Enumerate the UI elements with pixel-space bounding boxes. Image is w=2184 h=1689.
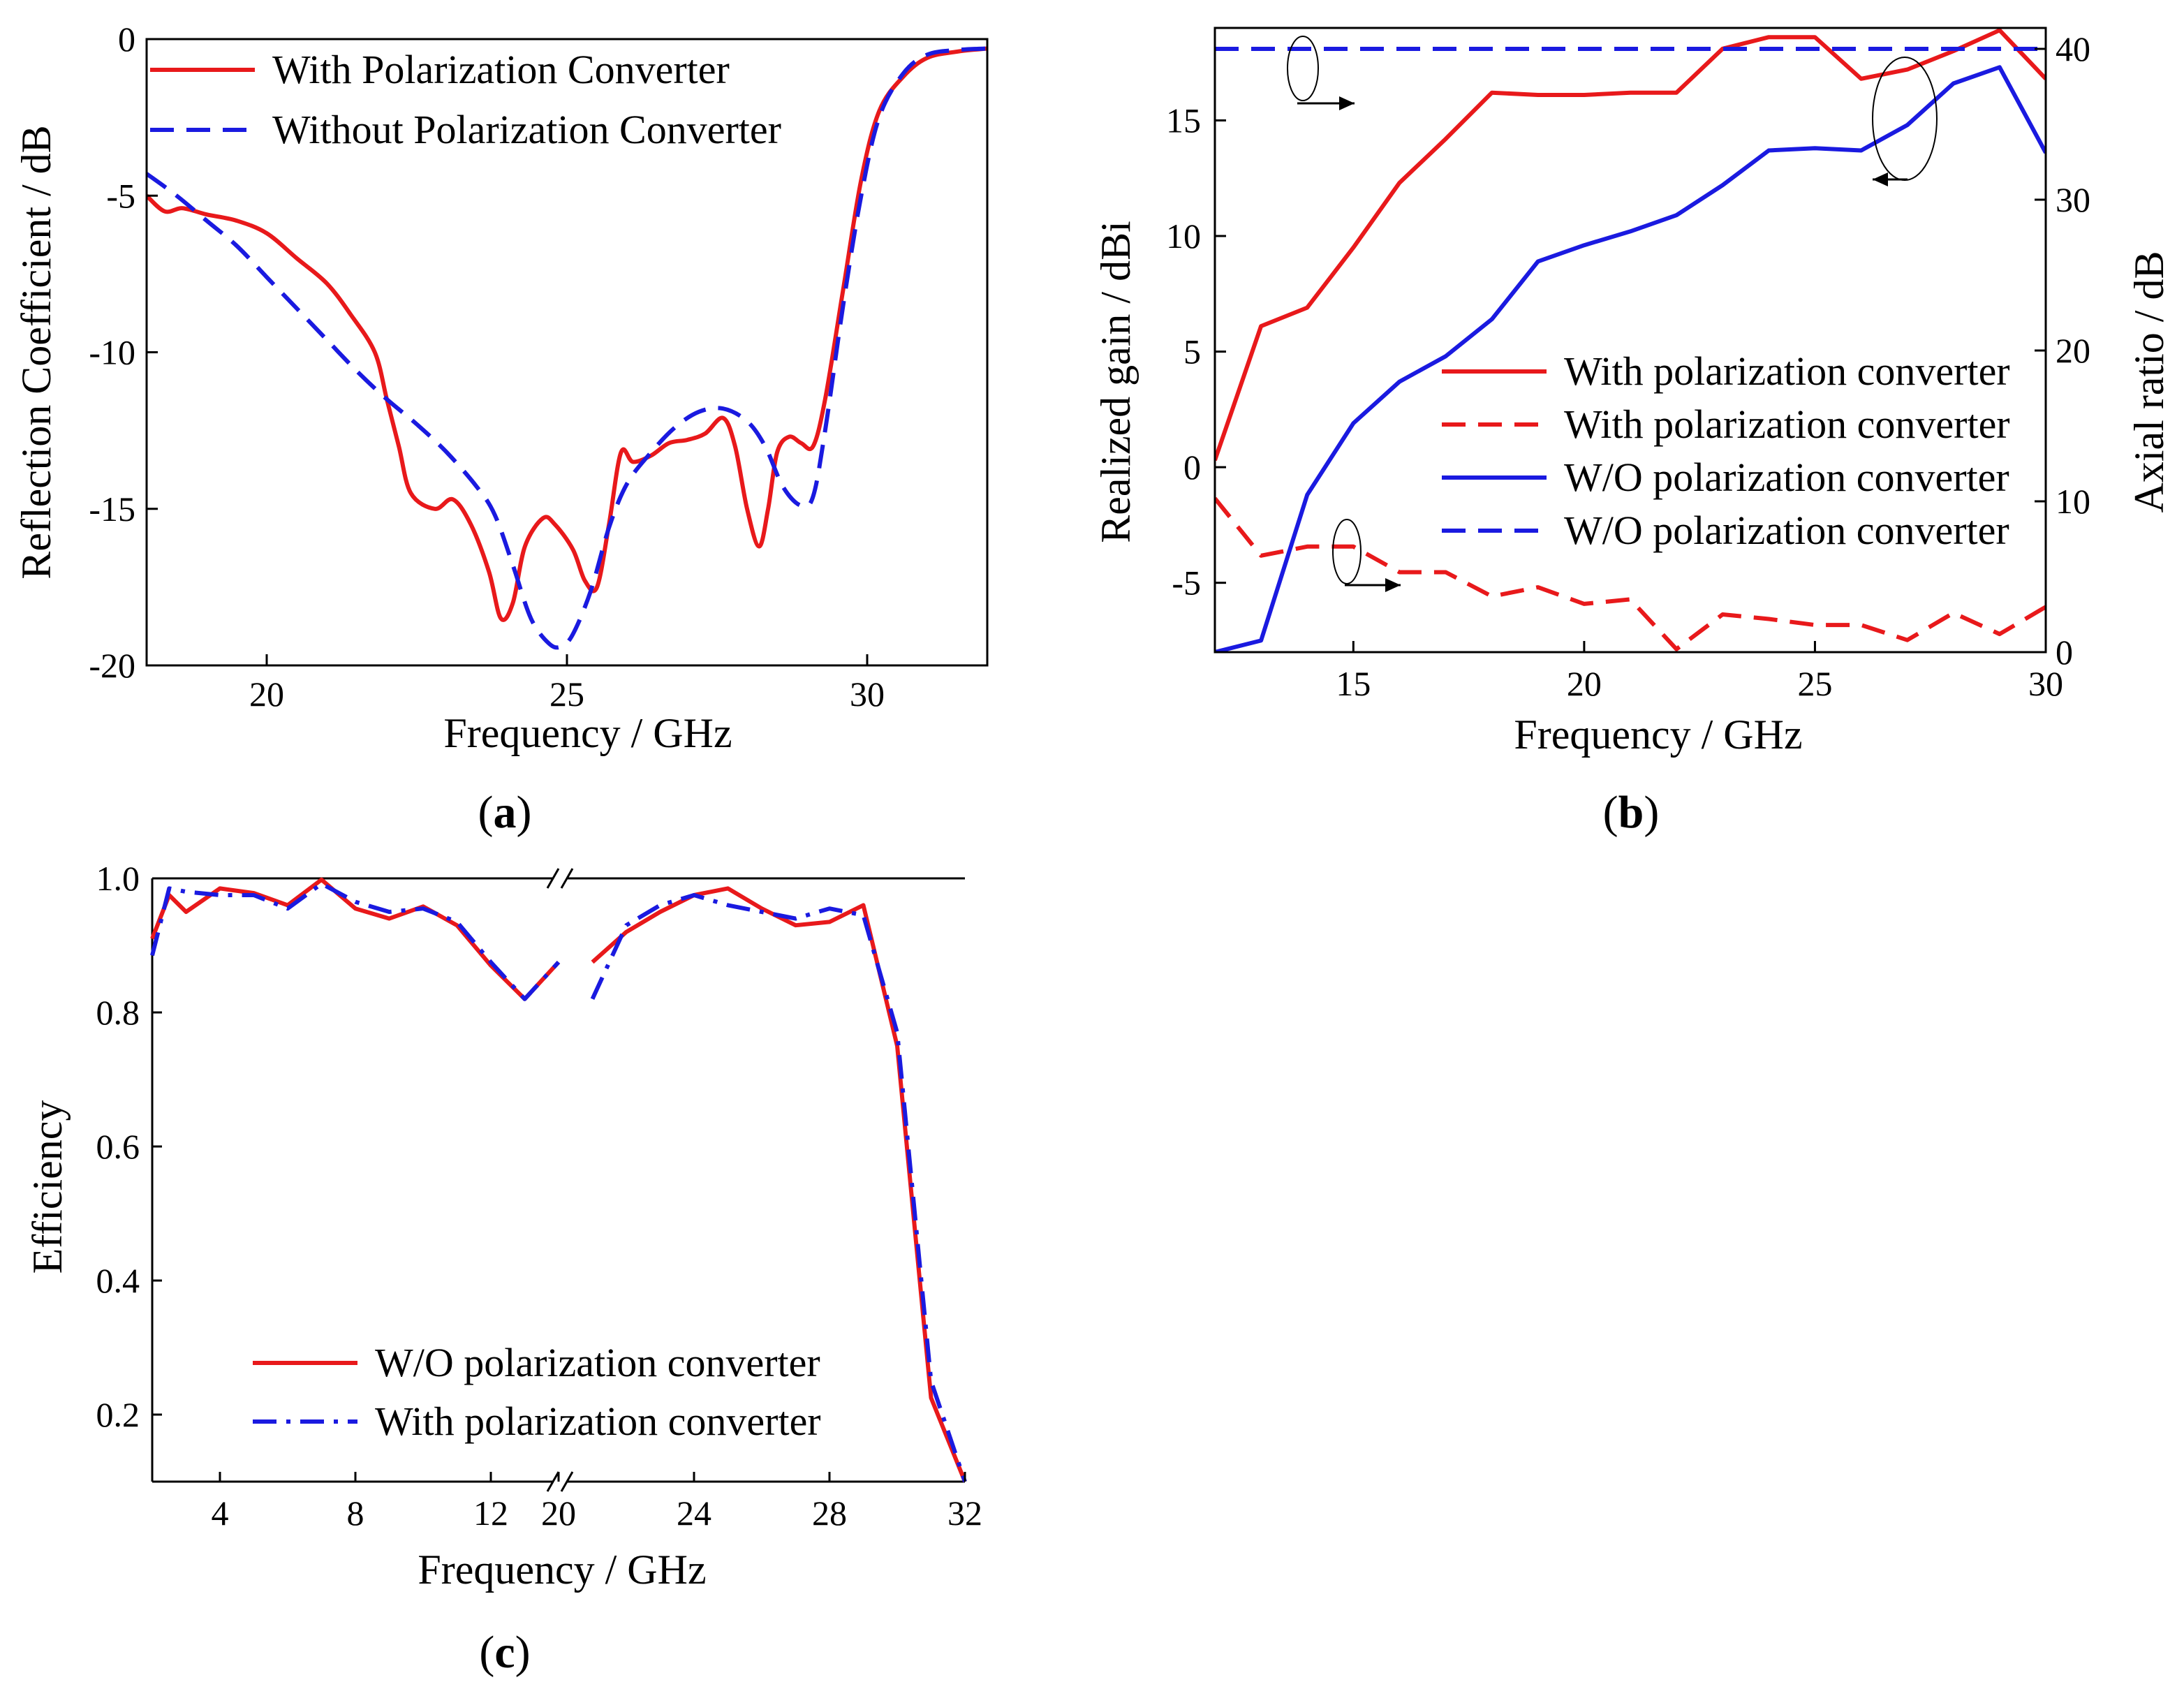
annotation-ellipse	[1332, 519, 1362, 584]
y-left-tick-label: -5	[1172, 563, 1201, 603]
annotation-arrow-head	[1873, 172, 1888, 186]
panel-label: (b)	[1603, 787, 1660, 838]
legend-item-2-label: W/O polarization converter	[1564, 455, 2009, 500]
legend-item-1-label: Without Polarization Converter	[272, 107, 781, 152]
y-tick-label: -20	[89, 646, 135, 685]
legend: With Polarization Converter Without Polar…	[150, 47, 781, 152]
legend-item-3-label: W/O polarization converter	[1564, 508, 2009, 553]
series-line-1-segment-1	[590, 893, 967, 1482]
y-tick-label: 0.6	[96, 1127, 140, 1166]
x-tick-label: 20	[541, 1493, 576, 1533]
series-line-0	[1215, 28, 2046, 462]
annotation-axis-left	[1872, 57, 1938, 186]
y-right-axis-title: Axial ratio / dB	[2126, 251, 2172, 513]
y-right-tick-label: 20	[2056, 331, 2090, 370]
panel-label: (c)	[479, 1627, 530, 1678]
x-tick-label: 20	[249, 674, 284, 714]
y-tick-label: 0.4	[96, 1261, 140, 1300]
legend-item-1-label: With polarization converter	[375, 1399, 821, 1444]
annotation-arrow-head	[1385, 578, 1401, 592]
panel-letter: b	[1618, 787, 1644, 838]
series-line-1	[147, 46, 987, 650]
x-tick-label: 12	[473, 1493, 508, 1533]
y-tick-label: 0.8	[96, 993, 140, 1032]
y-left-tick-label: 5	[1183, 332, 1201, 371]
series-line-0-segment-1	[591, 886, 967, 1483]
axis-break-mark	[546, 1471, 560, 1492]
x-tick-label: 32	[947, 1493, 982, 1533]
y-left-tick-label: 15	[1166, 101, 1201, 140]
y-right-tick-label: 0	[2056, 633, 2073, 672]
x-tick-label: 30	[850, 674, 885, 714]
y-right-tick-label: 30	[2056, 180, 2090, 219]
series-line-2	[1215, 65, 2046, 652]
x-tick-label: 15	[1336, 664, 1371, 703]
y-axis-title: Reflection Coefficient / dB	[13, 125, 59, 579]
y-left-tick-label: 10	[1166, 216, 1201, 256]
y-left-axis-title: Realized gain / dBi	[1093, 221, 1139, 543]
x-axis-title: Frequency / GHz	[418, 1547, 706, 1593]
x-tick-label: 30	[2028, 664, 2063, 703]
panel-c: 4 8 12 20 24 28 32 1.0 0.8 0.6 0.4 0.2 Frequency / G…	[24, 859, 982, 1678]
legend: With polarization converter With polariza…	[1442, 348, 2010, 553]
y-tick-label: -10	[89, 333, 135, 372]
x-tick-label: 4	[212, 1493, 229, 1533]
annotation-axis-right-bottom	[1332, 519, 1401, 592]
series-line-1-segment-0	[150, 881, 561, 1001]
series-line-1	[1215, 496, 2046, 651]
y-axis-title: Efficiency	[24, 1100, 71, 1274]
legend-item-1-label: With polarization converter	[1564, 401, 2010, 447]
y-tick-label: -5	[106, 176, 135, 215]
x-axis-title: Frequency / GHz	[1514, 711, 1802, 758]
panel-letter: a	[494, 787, 517, 838]
x-tick-label: 25	[1797, 664, 1832, 703]
x-tick-label: 28	[812, 1493, 847, 1533]
legend-item-0-label: With polarization converter	[1564, 348, 2010, 394]
axis-break-mark	[560, 868, 574, 889]
legend-item-0-label: With Polarization Converter	[272, 47, 730, 92]
series-line-0-segment-0	[150, 877, 561, 1001]
x-tick-label: 8	[347, 1493, 364, 1533]
x-tick-label: 20	[1567, 664, 1602, 703]
annotation-ellipse	[1287, 36, 1319, 101]
y-tick-label: -15	[89, 489, 135, 529]
panel-b: 15 20 25 30 15 10 5 0 -5 40 30 20 10 0 Frequency / GHz…	[1093, 27, 2172, 838]
y-tick-label: 0	[118, 20, 135, 59]
panel-label: (a)	[478, 787, 532, 838]
annotation-arrow-head	[1339, 96, 1355, 110]
legend-item-0-label: W/O polarization converter	[375, 1340, 820, 1385]
annotation-axis-right-top	[1287, 36, 1355, 110]
annotation-ellipse	[1872, 57, 1938, 181]
axis-break-mark	[560, 1471, 574, 1492]
legend: W/O polarization converter With polarizat…	[253, 1340, 821, 1444]
series-line-0	[147, 46, 987, 622]
y-tick-label: 1.0	[96, 859, 140, 898]
panel-letter: c	[494, 1627, 515, 1678]
y-left-tick-label: 0	[1183, 448, 1201, 487]
axis-break-mark	[546, 868, 560, 889]
y-tick-label: 0.2	[96, 1395, 140, 1434]
x-axis-title: Frequency / GHz	[443, 710, 732, 756]
x-tick-label: 25	[549, 674, 584, 714]
panel-a: 20 25 30 0 -5 -10 -15 -20 Frequency / GHz Reflect…	[13, 20, 989, 838]
y-right-tick-label: 40	[2056, 29, 2090, 68]
y-right-tick-label: 10	[2056, 482, 2090, 521]
x-tick-label: 24	[677, 1493, 711, 1533]
plot-frame	[1213, 27, 2047, 654]
